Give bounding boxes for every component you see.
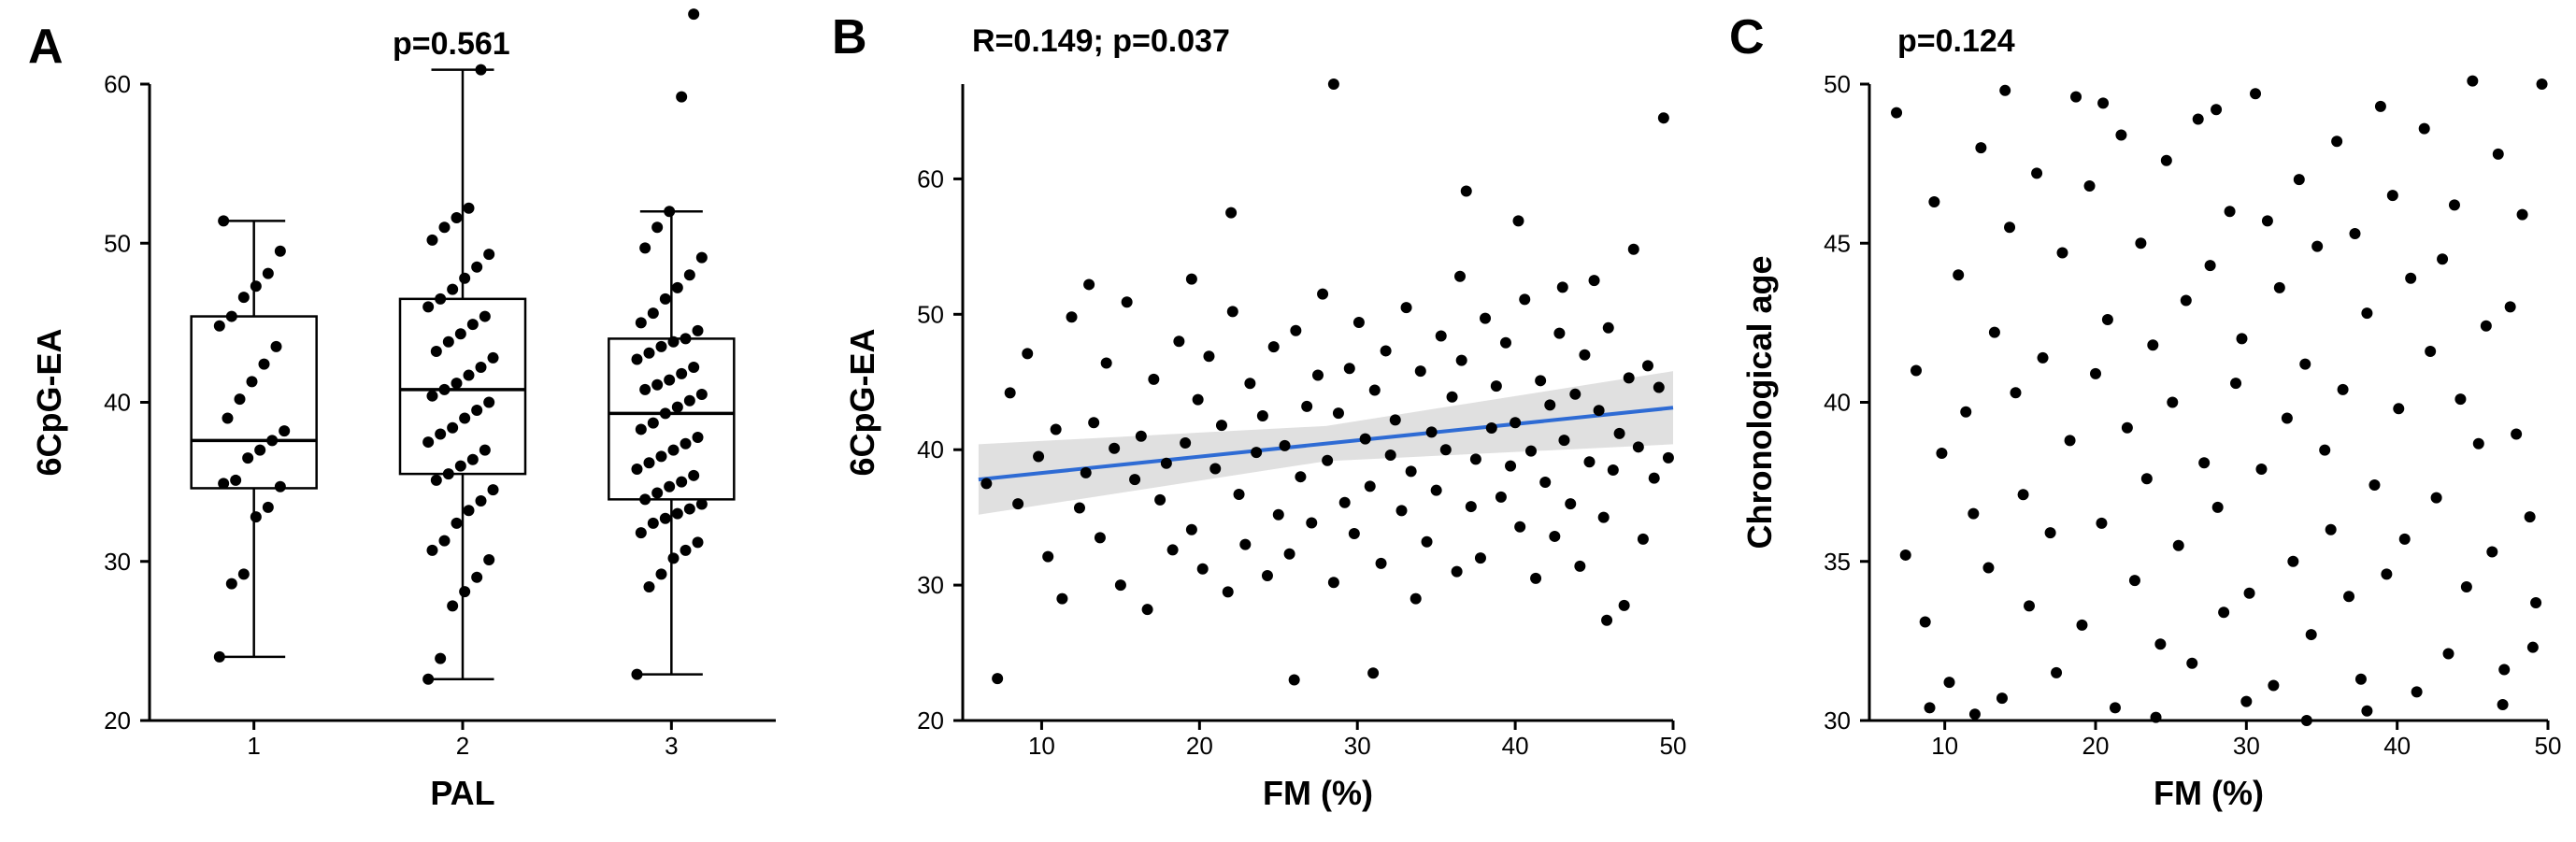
panel-a-stat: p=0.561 — [393, 26, 510, 63]
panel-c-label: C — [1729, 9, 1765, 65]
svg-text:30: 30 — [1824, 706, 1851, 735]
panel-c: C p=0.124 30 35 40 45 50 10 20 30 40 50 Chronologi… — [1710, 0, 2576, 842]
svg-text:50: 50 — [104, 229, 131, 257]
svg-text:20: 20 — [2082, 732, 2110, 760]
svg-text:50: 50 — [917, 300, 944, 328]
figure-root: A p=0.561 20 30 40 50 60 1 2 3 6CpG-EA PAL B R=0.… — [0, 0, 2576, 842]
panel-a-label: A — [28, 19, 64, 75]
svg-text:10: 10 — [1931, 732, 1958, 760]
svg-text:20: 20 — [917, 706, 944, 735]
svg-text:60: 60 — [104, 70, 131, 98]
svg-text:6CpG-EA: 6CpG-EA — [843, 328, 881, 476]
panel-b-label: B — [832, 9, 867, 65]
svg-text:30: 30 — [1344, 732, 1371, 760]
svg-text:6CpG-EA: 6CpG-EA — [30, 328, 68, 476]
svg-text:40: 40 — [917, 435, 944, 464]
panel-c-stat: p=0.124 — [1897, 23, 2015, 60]
panel-a: A p=0.561 20 30 40 50 60 1 2 3 6CpG-EA PAL — [0, 0, 813, 842]
svg-text:50: 50 — [1660, 732, 1687, 760]
svg-text:30: 30 — [917, 571, 944, 599]
svg-text:40: 40 — [104, 389, 131, 417]
svg-text:60: 60 — [917, 164, 944, 193]
svg-text:35: 35 — [1824, 548, 1851, 576]
svg-text:2: 2 — [456, 732, 469, 760]
svg-text:45: 45 — [1824, 229, 1851, 257]
svg-text:3: 3 — [665, 732, 678, 760]
panel-a-svg: 20 30 40 50 60 1 2 3 6CpG-EA PAL — [0, 0, 813, 842]
svg-text:50: 50 — [2535, 732, 2562, 760]
panel-b-svg: 20 30 40 50 60 10 20 30 40 50 6CpG-EA FM (%) — [813, 0, 1710, 842]
svg-text:20: 20 — [104, 706, 131, 735]
svg-text:50: 50 — [1824, 70, 1851, 98]
svg-text:40: 40 — [2383, 732, 2411, 760]
svg-text:PAL: PAL — [430, 774, 494, 812]
svg-text:40: 40 — [1824, 389, 1851, 417]
svg-text:10: 10 — [1028, 732, 1055, 760]
svg-text:FM (%): FM (%) — [2154, 774, 2264, 812]
svg-text:FM (%): FM (%) — [1263, 774, 1373, 812]
panel-b-stat: R=0.149; p=0.037 — [972, 23, 1230, 60]
svg-text:Chronological age: Chronological age — [1740, 255, 1779, 549]
svg-text:30: 30 — [104, 548, 131, 576]
panel-b: B R=0.149; p=0.037 20 30 40 50 60 10 20 30 40 50 6… — [813, 0, 1710, 842]
panel-c-svg: 30 35 40 45 50 10 20 30 40 50 Chronological age FM … — [1710, 0, 2576, 842]
svg-text:1: 1 — [247, 732, 260, 760]
svg-text:40: 40 — [1502, 732, 1529, 760]
svg-text:30: 30 — [2233, 732, 2260, 760]
svg-text:20: 20 — [1186, 732, 1213, 760]
